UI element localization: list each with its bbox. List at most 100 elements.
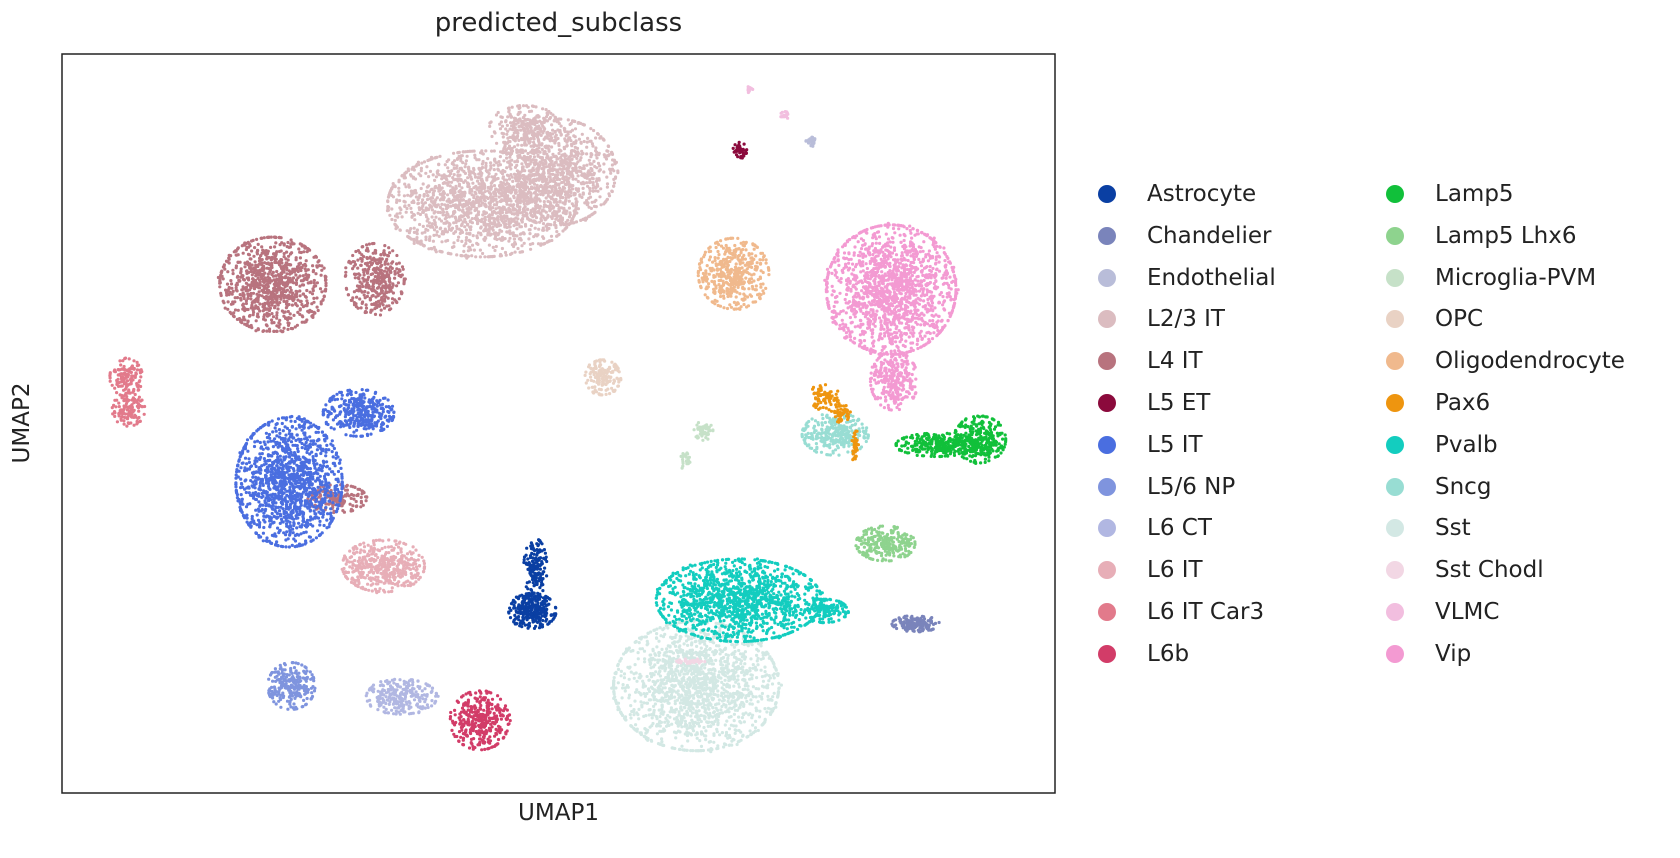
data-point — [658, 626, 662, 630]
data-point — [568, 211, 572, 215]
data-point — [304, 259, 308, 263]
data-point — [266, 275, 270, 279]
data-point — [503, 146, 507, 151]
data-point — [670, 722, 674, 726]
data-point — [763, 670, 767, 674]
data-point — [249, 269, 253, 274]
data-point — [437, 217, 441, 221]
data-point — [473, 172, 477, 176]
data-point — [411, 176, 415, 180]
data-point — [769, 707, 773, 711]
data-point — [727, 727, 732, 731]
data-point — [704, 679, 708, 683]
data-point — [704, 699, 709, 703]
data-point — [455, 253, 459, 257]
data-point — [661, 657, 665, 662]
data-point — [564, 134, 568, 138]
data-point — [761, 653, 765, 657]
data-point — [772, 665, 777, 669]
data-point — [732, 719, 736, 723]
data-point — [266, 249, 270, 253]
data-point — [759, 644, 763, 648]
data-point — [412, 241, 416, 245]
data-point — [692, 660, 696, 664]
data-point — [763, 707, 767, 711]
data-point — [294, 273, 298, 277]
data-point — [699, 646, 703, 650]
data-point — [726, 736, 730, 740]
data-point — [480, 165, 485, 170]
data-point — [645, 692, 649, 696]
data-point — [510, 128, 515, 132]
data-point — [306, 301, 310, 305]
data-point — [603, 200, 607, 205]
data-point — [426, 158, 430, 163]
data-point — [681, 748, 685, 752]
data-point — [645, 701, 650, 705]
data-point — [413, 218, 417, 222]
data-point — [545, 113, 550, 117]
data-point — [415, 232, 419, 236]
data-point — [690, 672, 694, 676]
data-point — [412, 226, 416, 230]
data-point — [645, 674, 649, 679]
data-point — [528, 155, 532, 160]
data-point — [627, 696, 631, 700]
data-point — [669, 650, 674, 654]
data-point — [242, 294, 246, 298]
data-point — [470, 221, 474, 225]
data-point — [719, 694, 724, 698]
data-point — [610, 152, 614, 156]
data-point — [606, 149, 610, 153]
data-point — [436, 186, 440, 190]
data-point — [725, 665, 729, 669]
data-point — [464, 238, 468, 242]
data-point — [720, 680, 724, 685]
data-point — [409, 206, 413, 210]
data-point — [599, 203, 603, 207]
data-point — [511, 179, 515, 183]
data-point — [664, 662, 668, 666]
data-point — [699, 730, 704, 734]
data-point — [470, 205, 474, 209]
data-point — [476, 221, 480, 226]
data-point — [667, 690, 671, 694]
data-point — [681, 648, 685, 653]
data-point — [595, 156, 599, 160]
data-point — [683, 697, 687, 702]
data-point — [497, 206, 502, 210]
data-point — [496, 110, 500, 115]
data-point — [513, 207, 517, 211]
data-point — [666, 713, 670, 718]
data-point — [451, 176, 455, 180]
data-point — [653, 652, 657, 656]
data-point — [541, 107, 545, 111]
data-point — [646, 737, 650, 741]
data-point — [562, 145, 566, 149]
data-point — [455, 227, 459, 231]
data-point — [557, 190, 562, 194]
data-point — [660, 696, 664, 700]
data-point — [658, 674, 663, 678]
data-point — [671, 641, 675, 645]
data-point — [515, 227, 519, 231]
data-point — [235, 253, 239, 257]
data-point — [551, 172, 555, 176]
data-point — [692, 677, 697, 681]
data-point — [761, 651, 765, 655]
data-point — [501, 135, 505, 139]
data-point — [421, 182, 425, 186]
data-point — [440, 177, 444, 181]
data-point — [483, 235, 487, 239]
data-point — [475, 158, 479, 162]
data-point — [643, 735, 647, 739]
data-point — [525, 202, 529, 206]
data-point — [738, 719, 742, 724]
data-point — [467, 165, 471, 169]
data-point — [285, 272, 289, 276]
data-point — [551, 132, 555, 136]
data-point — [704, 632, 708, 636]
data-point — [643, 694, 648, 699]
data-point — [472, 248, 476, 252]
data-point — [455, 204, 459, 208]
